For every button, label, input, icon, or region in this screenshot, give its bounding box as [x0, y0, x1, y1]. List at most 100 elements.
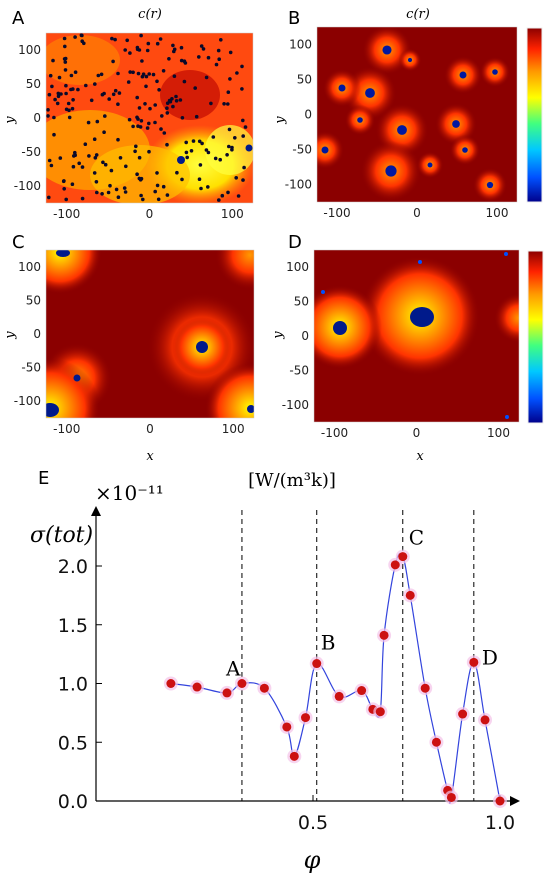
particle	[140, 74, 145, 79]
particle	[338, 84, 346, 92]
particle	[148, 106, 152, 111]
particle	[101, 160, 105, 165]
particle	[135, 172, 139, 176]
panel-d-letter: D	[288, 232, 302, 253]
particle	[123, 48, 127, 52]
particle	[184, 150, 189, 155]
particle	[62, 36, 67, 41]
particle	[143, 102, 147, 106]
panel-c-ylabel: y	[3, 331, 18, 340]
particle	[217, 198, 221, 202]
x-tick-label: -100	[53, 207, 80, 221]
y-tick-label: 0	[304, 108, 312, 122]
particle	[172, 74, 177, 78]
particle	[51, 58, 55, 63]
data-point	[398, 552, 408, 562]
particle	[69, 73, 74, 78]
x-tick-label: 100	[486, 206, 509, 220]
panel-e-xlabel: φ	[304, 846, 321, 874]
x-axis-arrow	[510, 796, 520, 806]
particle	[452, 120, 460, 128]
particle	[204, 75, 209, 80]
particle	[226, 190, 230, 195]
data-point	[357, 686, 367, 696]
particle	[157, 88, 161, 92]
panel-b-axes: -100 0 100 100 50 0 -50 -100	[285, 38, 509, 221]
particle	[122, 186, 127, 190]
particle	[128, 70, 132, 74]
particle	[213, 156, 218, 161]
particle	[241, 134, 245, 138]
particle	[53, 97, 57, 102]
panel-a-heatmap	[46, 33, 253, 203]
particle	[145, 48, 150, 53]
particle	[87, 154, 91, 158]
particle	[365, 88, 375, 98]
data-point	[282, 722, 292, 732]
particle	[179, 58, 184, 63]
panel-a-title: c(r)	[138, 7, 162, 22]
particle	[165, 111, 170, 115]
x-tick-label: -100	[323, 206, 350, 220]
particle	[89, 98, 94, 103]
y-tick-label: -100	[14, 394, 41, 408]
particle	[174, 99, 179, 103]
panel-a-particles	[46, 33, 248, 202]
data-point	[259, 683, 269, 693]
particle	[241, 178, 245, 182]
particle	[107, 97, 111, 101]
particle	[222, 102, 226, 106]
particle	[226, 90, 231, 94]
y-tick-label: 100	[289, 38, 312, 52]
particle	[227, 144, 231, 149]
particle	[94, 153, 99, 157]
particle	[83, 142, 88, 146]
panel-e-annotations: A B C D	[225, 526, 498, 681]
particle	[153, 189, 157, 194]
particle	[171, 43, 175, 48]
particle	[230, 147, 234, 152]
particle	[100, 192, 104, 196]
particle	[144, 74, 149, 79]
y-tick-label: 50	[26, 77, 41, 91]
panel-d-xlabel: x	[416, 449, 424, 464]
particle	[197, 177, 202, 181]
panel-e-axes: 0.0 0.5 1.0 1.5 2.0 0.5 1.0	[58, 506, 520, 834]
data-point	[312, 659, 322, 669]
panel-b-letter: B	[288, 8, 300, 29]
particle-cluster	[245, 144, 253, 152]
particle	[185, 155, 189, 160]
particle	[139, 33, 143, 38]
particle	[146, 41, 151, 46]
particle	[240, 64, 244, 69]
particle	[385, 165, 397, 177]
y-tick-label: -50	[21, 361, 41, 375]
panel-b-colorbar	[526, 27, 543, 203]
y-tick-label: 0.0	[58, 791, 88, 813]
x-tick-label: 100	[487, 426, 510, 440]
particle	[175, 170, 179, 175]
y-tick-label: -100	[285, 178, 312, 192]
particle	[141, 197, 145, 202]
data-point	[334, 691, 344, 701]
particle	[92, 171, 97, 175]
particle	[47, 158, 52, 163]
x-tick-label: 0	[146, 207, 154, 221]
x-tick-label: 100	[222, 422, 245, 436]
particle	[103, 162, 108, 167]
data-point	[405, 590, 415, 600]
particle	[96, 73, 101, 78]
particle	[225, 153, 229, 157]
y-tick-label: 50	[26, 293, 41, 307]
data-point	[301, 713, 311, 723]
y-axis-arrow	[91, 506, 101, 516]
particle	[459, 71, 467, 79]
particle	[161, 184, 166, 189]
particle	[63, 68, 68, 72]
particle	[242, 165, 246, 170]
particle	[198, 163, 203, 167]
particle	[47, 195, 51, 200]
particle	[180, 116, 185, 120]
panel-e-ylabel: σ(tot)	[30, 523, 93, 548]
data-point	[431, 737, 441, 747]
